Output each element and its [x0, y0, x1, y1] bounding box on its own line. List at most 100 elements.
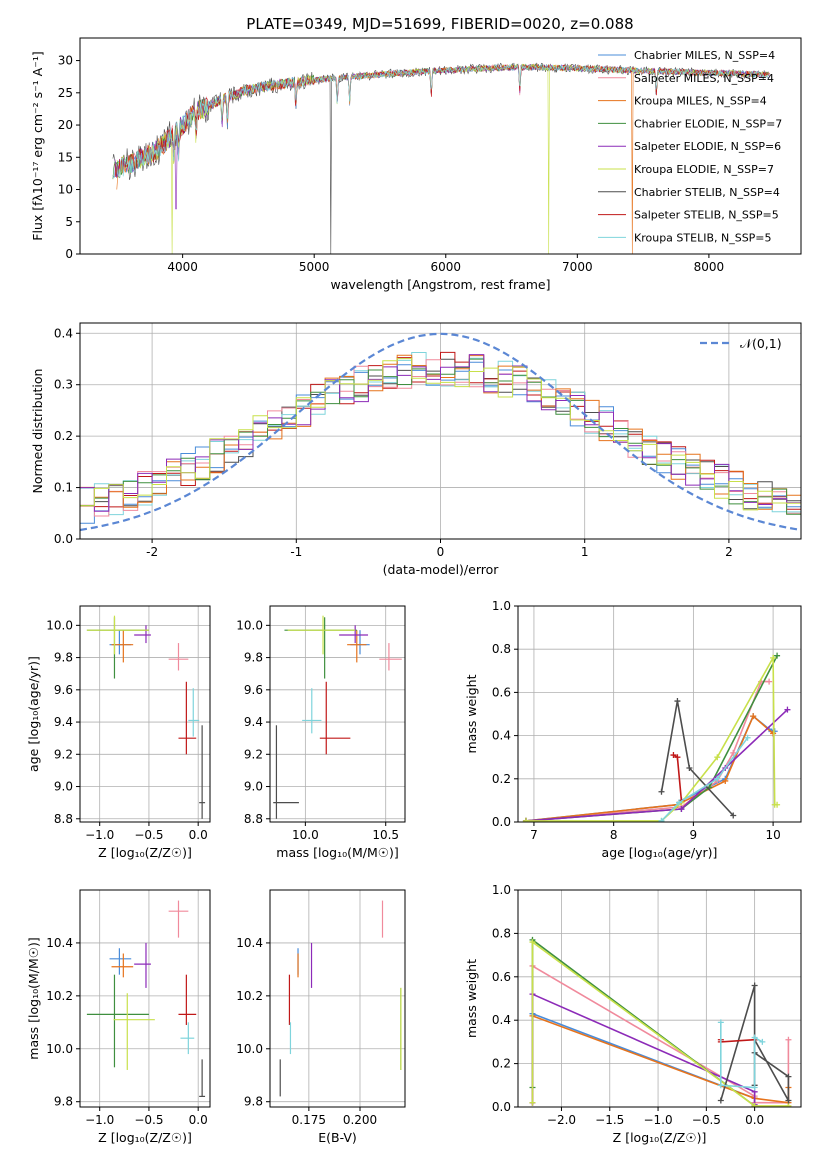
legend-entry: Kroupa MILES, N_SSP=4: [634, 95, 767, 108]
data-point-marker: [686, 765, 693, 771]
spectrum-plot-area: [112, 62, 770, 254]
errorbar-point: [302, 688, 322, 734]
y-tick-label: 0.2: [54, 429, 73, 443]
spectrum-panel: 4000 5000 6000 7000 8000 0 5 10 15 20 25 30 waveleng…: [30, 37, 802, 292]
y-tick-label: 0.4: [54, 326, 73, 340]
x-tick-label: 8: [610, 828, 618, 842]
data-point-marker: [744, 734, 751, 741]
x-tick-label: -1: [290, 545, 302, 559]
errorbar-point: [180, 1022, 195, 1055]
legend-entry: 𝒩(0,1): [740, 336, 782, 351]
spectrum-series-line: [116, 63, 770, 254]
data-point-marker: [770, 730, 777, 737]
y-tick-label: 9.8: [54, 1095, 73, 1109]
x-tick-label: −1.0: [643, 1113, 672, 1127]
weight_vs_Z-frame: [517, 889, 802, 1108]
spectrum-frame: [79, 37, 802, 255]
x-tick-label: 10.0: [292, 828, 319, 842]
y-tick-label: 0.6: [492, 970, 511, 984]
errorbar-point: [109, 630, 132, 655]
errorbar-point: [273, 725, 299, 819]
weight-series-line: [531, 964, 790, 1104]
data-point-marker: [522, 817, 529, 822]
gaussian-curve: [80, 332, 801, 532]
histogram-series: [80, 354, 801, 512]
legend-entry: Kroupa ELODIE, N_SSP=7: [634, 163, 774, 176]
y-tick-label: 10.2: [236, 989, 263, 1003]
weight_vs_Z-panel: −2.0 −1.5 −1.0 −0.5 0.0 0.0 0.2 0.4 0.6 0.8 1.0 Z […: [464, 883, 802, 1145]
errorbar-point: [111, 630, 134, 663]
x-tick-label: −0.5: [134, 828, 163, 842]
data-point-marker: [730, 749, 737, 756]
data-point-marker: [785, 1097, 792, 1104]
data-point-marker: [730, 812, 737, 819]
y-tick-label: 0.2: [492, 772, 511, 786]
spectrum-series-line: [112, 62, 770, 254]
weight-series-line: [660, 737, 749, 822]
residuals-plot-area: [80, 332, 801, 532]
x-tick-label: 2: [725, 545, 733, 559]
y-tick-label: 0.0: [492, 1100, 511, 1114]
errorbar-point: [379, 643, 402, 671]
x-tick-label: 0.175: [292, 1113, 326, 1127]
weight_vs_Z-plot-area: [529, 936, 792, 1107]
x-tick-label: 7000: [562, 260, 593, 274]
errorbar-point: [134, 625, 151, 644]
y-tick-label: 9.6: [54, 683, 73, 697]
y-tick-label: 9.0: [244, 780, 263, 794]
mass_vs_Z-panel: −1.0 −0.5 0.0 9.8 10.0 10.2 10.4 Z [log₁₀(Z/Z☉)…: [26, 889, 211, 1145]
spectrum-series-line: [116, 63, 770, 178]
data-point-marker: [750, 713, 757, 720]
y-tick-label: 10.2: [46, 989, 73, 1003]
data-point-marker: [751, 1102, 758, 1107]
y-tick-label: 10.0: [236, 618, 263, 632]
x-tick-label: 0.200: [343, 1113, 377, 1127]
x-tick-label: 0.0: [189, 1113, 208, 1127]
x-axis-label: Z [log₁₀(Z/Z☉)]: [613, 1130, 707, 1145]
x-tick-label: 6000: [430, 260, 461, 274]
y-tick-label: 25: [58, 86, 73, 100]
y-tick-label: 0.4: [492, 729, 511, 743]
y-tick-label: 10.0: [236, 1042, 263, 1056]
mass_vs_EBV-frame: [269, 889, 406, 1108]
legend-entry: Chabrier STELIB, N_SSP=4: [634, 186, 780, 199]
x-tick-label: −2.0: [547, 1113, 576, 1127]
legend-entry: Salpeter STELIB, N_SSP=5: [634, 209, 779, 222]
y-tick-label: 10.4: [46, 936, 73, 950]
data-point-marker: [676, 799, 683, 806]
y-tick-label: 9.6: [244, 683, 263, 697]
data-point-marker: [717, 1097, 724, 1104]
y-tick-label: 8.8: [54, 812, 73, 826]
errorbar-point: [134, 942, 151, 988]
errorbar-point: [168, 900, 189, 938]
y-tick-label: 9.0: [54, 780, 73, 794]
weight-series-line: [720, 1038, 755, 1043]
age_vs_Z-plot-area: [86, 615, 206, 819]
y-tick-label: 0.1: [54, 481, 73, 495]
y-tick-label: 9.8: [244, 1095, 263, 1109]
data-point-marker: [670, 752, 677, 759]
data-point-marker: [658, 817, 665, 822]
weight-series-line: [673, 754, 683, 801]
age_vs_Z-frame: [79, 605, 211, 823]
y-axis-label: Flux [fλ10⁻¹⁷ erg cm⁻² s⁻¹ A⁻¹]: [30, 51, 45, 240]
x-tick-label: 10: [765, 828, 780, 842]
x-tick-label: -2: [146, 545, 158, 559]
age_vs_mass-frame: [269, 605, 406, 823]
errorbar-point: [86, 974, 149, 1068]
data-point-marker: [759, 1038, 766, 1045]
x-tick-label: −1.5: [595, 1113, 624, 1127]
data-point-marker: [722, 777, 729, 784]
mass_vs_EBV-panel: 0.175 0.200 9.8 10.0 10.2 10.4 E(B-V): [236, 889, 406, 1145]
errorbar-point: [168, 643, 189, 671]
errorbar-point: [339, 625, 369, 644]
legend-entry: Chabrier MILES, N_SSP=4: [634, 49, 775, 62]
errorbar-point: [178, 681, 197, 755]
x-axis-label: (data-model)/error: [383, 562, 500, 577]
y-tick-label: 15: [58, 150, 73, 164]
age_vs_Z-panel: −1.0 −0.5 0.0 8.8 9.0 9.2 9.4 9.6 9.8 10.0 Z [log₁…: [26, 605, 211, 860]
errorbar-point: [178, 974, 197, 1025]
data-point-marker: [678, 806, 685, 813]
